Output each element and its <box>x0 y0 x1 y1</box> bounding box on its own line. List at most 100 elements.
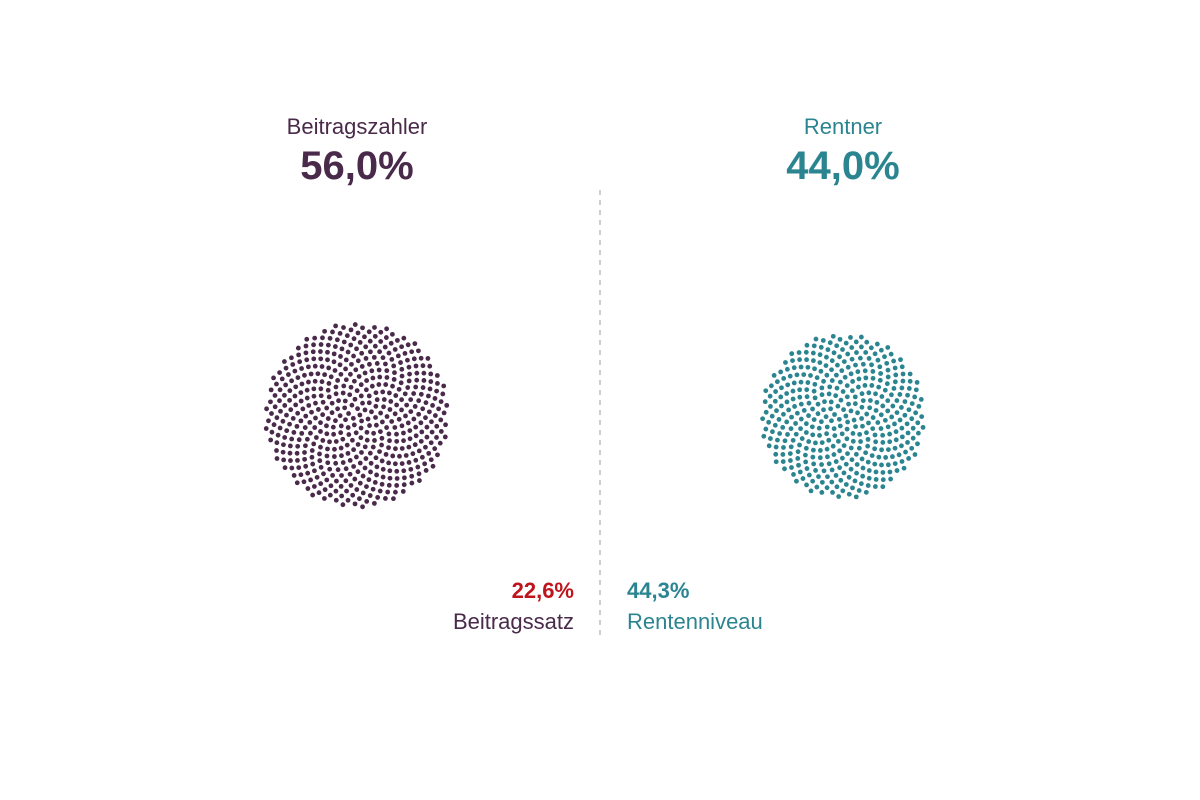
payers-dot <box>359 450 364 455</box>
payers-dot <box>330 329 335 335</box>
payers-dot <box>328 374 334 380</box>
payers-dot <box>441 383 447 389</box>
pensioners-dot <box>789 351 795 357</box>
payers-dot <box>311 342 316 348</box>
pensioners-dot <box>880 432 886 438</box>
payers-dot <box>325 349 330 355</box>
pensioners-dot <box>892 421 897 427</box>
payers-dot <box>364 499 370 504</box>
pensioners-dot <box>760 416 766 422</box>
pensioners-dot <box>846 491 852 497</box>
payers-dot <box>289 355 294 361</box>
payers-dot <box>292 393 298 399</box>
payers-dot <box>304 387 310 393</box>
pensioners-dot <box>848 371 854 377</box>
payers-dot <box>435 452 440 458</box>
payers-dot <box>377 349 382 355</box>
pensioners-dot <box>859 391 865 397</box>
pensioners-dot <box>899 459 905 464</box>
pensioners-dot <box>811 461 817 467</box>
payers-dot <box>411 416 417 422</box>
payers-dot <box>409 473 415 479</box>
pensioners-dot <box>879 462 884 468</box>
payers-dot <box>424 424 430 430</box>
payers-dot <box>339 473 344 478</box>
payers-dot <box>291 473 297 478</box>
pensioners-share: 44,0% <box>786 144 900 188</box>
payers-dot <box>302 450 307 455</box>
pensioners-dot <box>818 419 824 425</box>
pensioners-dot <box>875 420 881 425</box>
pensioners-dot <box>804 387 810 393</box>
payers-dot <box>325 446 330 452</box>
payers-dot <box>411 356 417 362</box>
pensioners-dot <box>894 468 900 473</box>
payers-dot <box>312 378 318 384</box>
payers-dot <box>354 346 359 352</box>
pensioners-dot <box>888 476 893 482</box>
payers-dot <box>386 350 392 356</box>
pensioners-dot <box>824 354 829 360</box>
payers-dot <box>401 335 407 341</box>
payers-dot <box>364 378 370 383</box>
payers-dot <box>326 381 332 386</box>
pensioners-dot <box>915 430 921 436</box>
pensioners-dot <box>916 403 922 409</box>
payers-dot <box>318 386 324 392</box>
pensioners-dot <box>880 403 886 409</box>
pensioners-dot <box>780 452 786 457</box>
pensioners-dot <box>836 494 842 499</box>
payers-dot <box>394 438 400 444</box>
payers-dot <box>324 453 330 459</box>
pensioners-dot <box>786 407 792 413</box>
payers-dot <box>277 398 282 404</box>
pensioners-dot <box>837 379 843 385</box>
pensioners-dot <box>843 340 849 346</box>
pensioners-dot <box>882 354 887 360</box>
pensioners-dot <box>877 377 883 383</box>
payers-dot <box>356 374 362 379</box>
pensioners-dot <box>843 413 849 419</box>
pensioners-dot <box>868 345 874 351</box>
payers-dot <box>264 406 269 412</box>
pensioners-dot <box>837 336 843 342</box>
pensioners-dot <box>880 440 886 445</box>
payers-dot <box>344 333 350 339</box>
payers-dot <box>412 341 418 347</box>
payers-dot <box>401 430 406 436</box>
payers-dot <box>347 458 353 463</box>
pensioners-dot <box>769 413 775 419</box>
payers-dot <box>384 375 390 380</box>
payers-dot <box>420 406 426 412</box>
payers-dot <box>413 363 419 369</box>
payers-dot <box>375 495 381 500</box>
payers-dot <box>274 415 280 421</box>
payers-dot <box>297 359 303 365</box>
payers-dot <box>355 469 361 475</box>
pensioners-dot <box>794 478 799 484</box>
payers-dot <box>418 438 424 444</box>
pensioners-dot <box>907 378 913 384</box>
pensioners-dot <box>869 383 875 388</box>
pensioners-dot <box>804 394 810 400</box>
pensioners-dot <box>851 417 857 423</box>
payers-dot <box>360 400 365 406</box>
pensioners-dot <box>873 391 878 397</box>
pensioners-dot <box>899 405 904 410</box>
contribution-rate-label: Beitragssatz <box>452 609 574 634</box>
payers-dot <box>362 444 368 450</box>
payers-dot <box>413 457 419 463</box>
pensioners-dot <box>873 439 879 445</box>
payers-dot <box>332 446 337 452</box>
payers-dot <box>295 345 301 351</box>
pensioners-dot <box>846 474 852 480</box>
payers-dot <box>310 349 316 355</box>
payers-dot <box>280 449 286 455</box>
payers-dot <box>419 454 425 460</box>
pensioners-dot <box>799 436 805 441</box>
payers-dot <box>324 405 330 411</box>
payers-dot <box>368 349 373 355</box>
pensioners-dot <box>906 456 912 461</box>
pensioners-dot <box>813 336 819 342</box>
payers-dot <box>351 422 357 428</box>
